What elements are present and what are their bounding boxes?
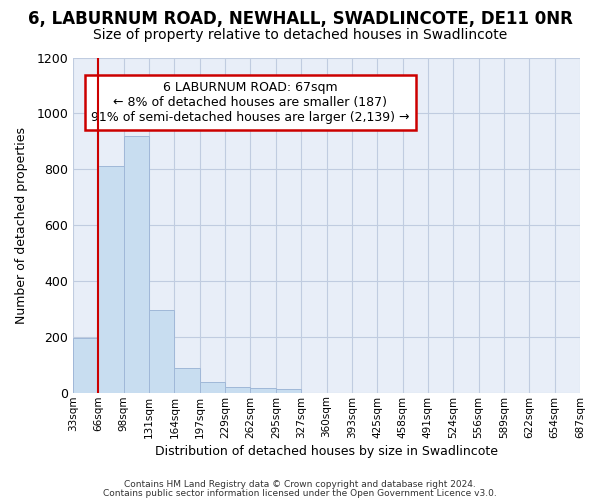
X-axis label: Distribution of detached houses by size in Swadlincote: Distribution of detached houses by size … (155, 444, 498, 458)
Bar (124, 136, 149, 392)
Bar (98, 166, 124, 392)
Text: Contains HM Land Registry data © Crown copyright and database right 2024.: Contains HM Land Registry data © Crown c… (124, 480, 476, 489)
Bar (200, 382, 225, 392)
Text: 6, LABURNUM ROAD, NEWHALL, SWADLINCOTE, DE11 0NR: 6, LABURNUM ROAD, NEWHALL, SWADLINCOTE, … (28, 10, 572, 28)
Bar (276, 390, 301, 392)
Text: Size of property relative to detached houses in Swadlincote: Size of property relative to detached ho… (93, 28, 507, 42)
Text: 6 LABURNUM ROAD: 67sqm
← 8% of detached houses are smaller (187)
91% of semi-det: 6 LABURNUM ROAD: 67sqm ← 8% of detached … (91, 81, 410, 124)
Bar (250, 388, 276, 392)
Bar (225, 387, 250, 392)
Bar (73, 338, 98, 392)
Bar (175, 368, 200, 392)
Y-axis label: Number of detached properties: Number of detached properties (15, 126, 28, 324)
Bar (149, 310, 175, 392)
Text: Contains public sector information licensed under the Open Government Licence v3: Contains public sector information licen… (103, 489, 497, 498)
